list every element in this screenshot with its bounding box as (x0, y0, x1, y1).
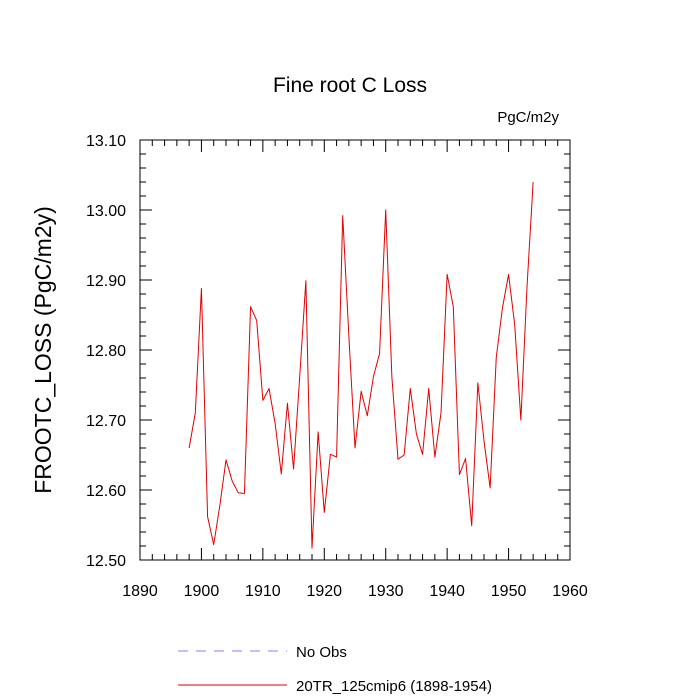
chart-title: Fine root C Loss (273, 74, 427, 97)
legend-label-no-obs: No Obs (296, 644, 347, 661)
x-tick-label: 1900 (184, 583, 220, 600)
plot-area (188, 181, 534, 549)
y-tick-label: 13.10 (86, 133, 126, 150)
y-tick-label: 12.90 (86, 273, 126, 290)
legend-label-20tr: 20TR_125cmip6 (1898-1954) (296, 678, 492, 695)
x-tick-label: 1930 (368, 583, 404, 600)
x-tick-label: 1950 (491, 583, 527, 600)
axes: 1890 1900 1910 1920 1930 1940 1950 1960 12.50 12.… (86, 133, 588, 600)
x-tick-label: 1940 (429, 583, 465, 600)
x-tick-label: 1910 (245, 583, 281, 600)
x-tick-label: 1890 (122, 583, 158, 600)
x-tick-label: 1920 (306, 583, 342, 600)
y-axis-label: FROOTC_LOSS (PgC/m2y) (30, 206, 56, 494)
y-tick-label: 12.60 (86, 483, 126, 500)
units-label: PgC/m2y (497, 109, 559, 126)
plot-frame (139, 139, 571, 561)
x-tick-label: 1960 (552, 583, 588, 600)
series-line-0 (188, 181, 534, 549)
y-tick-label: 12.50 (86, 553, 126, 570)
legend: No Obs 20TR_125cmip6 (1898-1954) (178, 644, 492, 695)
y-tick-label: 12.70 (86, 413, 126, 430)
y-tick-label: 12.80 (86, 343, 126, 360)
y-tick-label: 13.00 (86, 203, 126, 220)
